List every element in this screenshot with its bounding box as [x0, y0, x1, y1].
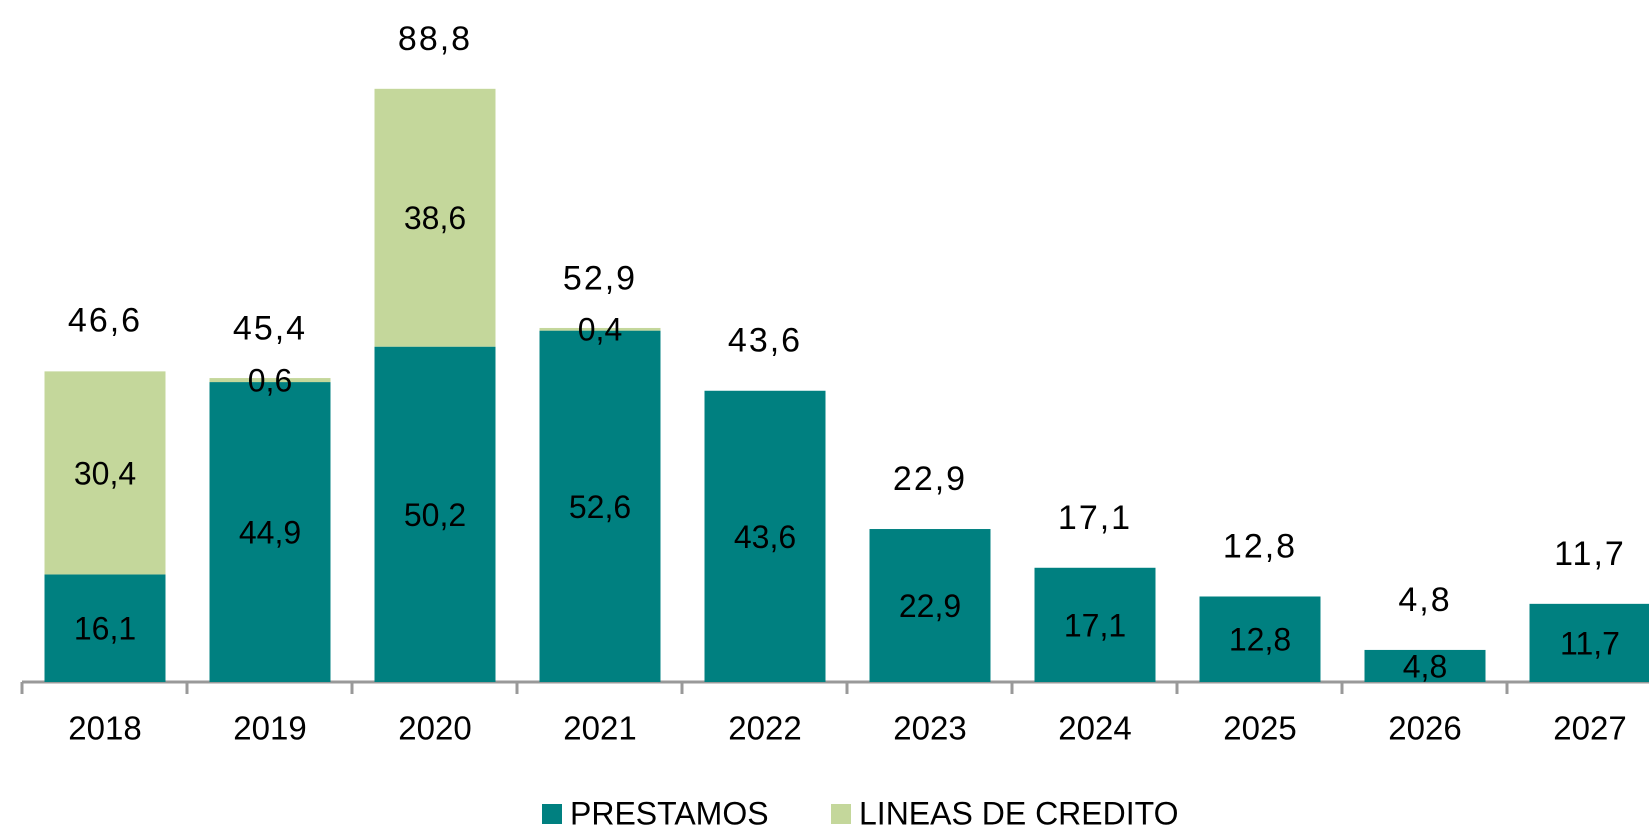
data-label: 52,6 [569, 489, 631, 525]
x-tick-label: 2023 [893, 710, 966, 747]
bar-segment [1364, 649, 1486, 682]
legend-label: LINEAS DE CREDITO [859, 795, 1178, 831]
bar-segment [374, 346, 496, 682]
data-label: 0,4 [578, 312, 622, 348]
total-label: 17,1 [1058, 499, 1132, 537]
x-tick-label: 2025 [1223, 710, 1296, 747]
total-label: 4,8 [1398, 581, 1451, 619]
bar-segment [1529, 603, 1649, 682]
bar-segment [1199, 596, 1321, 682]
total-label: 88,8 [398, 20, 472, 58]
x-tick-label: 2021 [563, 710, 636, 747]
data-label: 11,7 [1560, 625, 1620, 661]
total-label: 12,8 [1223, 527, 1297, 565]
data-label: 17,1 [1064, 607, 1126, 643]
x-tick-label: 2024 [1058, 710, 1131, 747]
total-label: 46,6 [68, 302, 142, 340]
bar-segment [704, 390, 826, 682]
data-label: 0,6 [248, 363, 292, 399]
legend-swatch [831, 804, 851, 824]
data-label: 44,9 [239, 514, 301, 550]
data-label: 12,8 [1229, 622, 1291, 658]
bar-segment [1034, 567, 1156, 682]
x-tick-label: 2020 [398, 710, 471, 747]
total-label: 22,9 [893, 460, 967, 498]
data-label: 43,6 [734, 519, 796, 555]
total-label: 45,4 [233, 310, 307, 348]
x-tick-label: 2018 [68, 710, 141, 747]
bar-segment [44, 371, 166, 575]
bar-segment [374, 88, 496, 347]
x-tick-label: 2026 [1388, 710, 1461, 747]
data-label: 30,4 [74, 455, 136, 491]
bar-segment [539, 327, 661, 331]
bar-segment [44, 574, 166, 682]
data-label: 38,6 [404, 200, 466, 236]
total-label: 43,6 [728, 322, 802, 360]
data-label: 50,2 [404, 497, 466, 533]
x-tick-label: 2019 [233, 710, 306, 747]
legend-swatch [542, 804, 562, 824]
x-tick-label: 2022 [728, 710, 801, 747]
x-tick-label: 2027 [1553, 710, 1626, 747]
legend-label: PRESTAMOS [570, 795, 769, 831]
bar-segment [869, 529, 991, 682]
data-label: 22,9 [899, 588, 961, 624]
total-label: 52,9 [563, 260, 637, 298]
bar-segment [209, 378, 331, 383]
data-label: 16,1 [74, 611, 136, 647]
data-label: 4,8 [1403, 648, 1447, 684]
bar-segment [539, 330, 661, 682]
total-label: 11,7 [1554, 535, 1626, 573]
bar-segment [209, 382, 331, 682]
